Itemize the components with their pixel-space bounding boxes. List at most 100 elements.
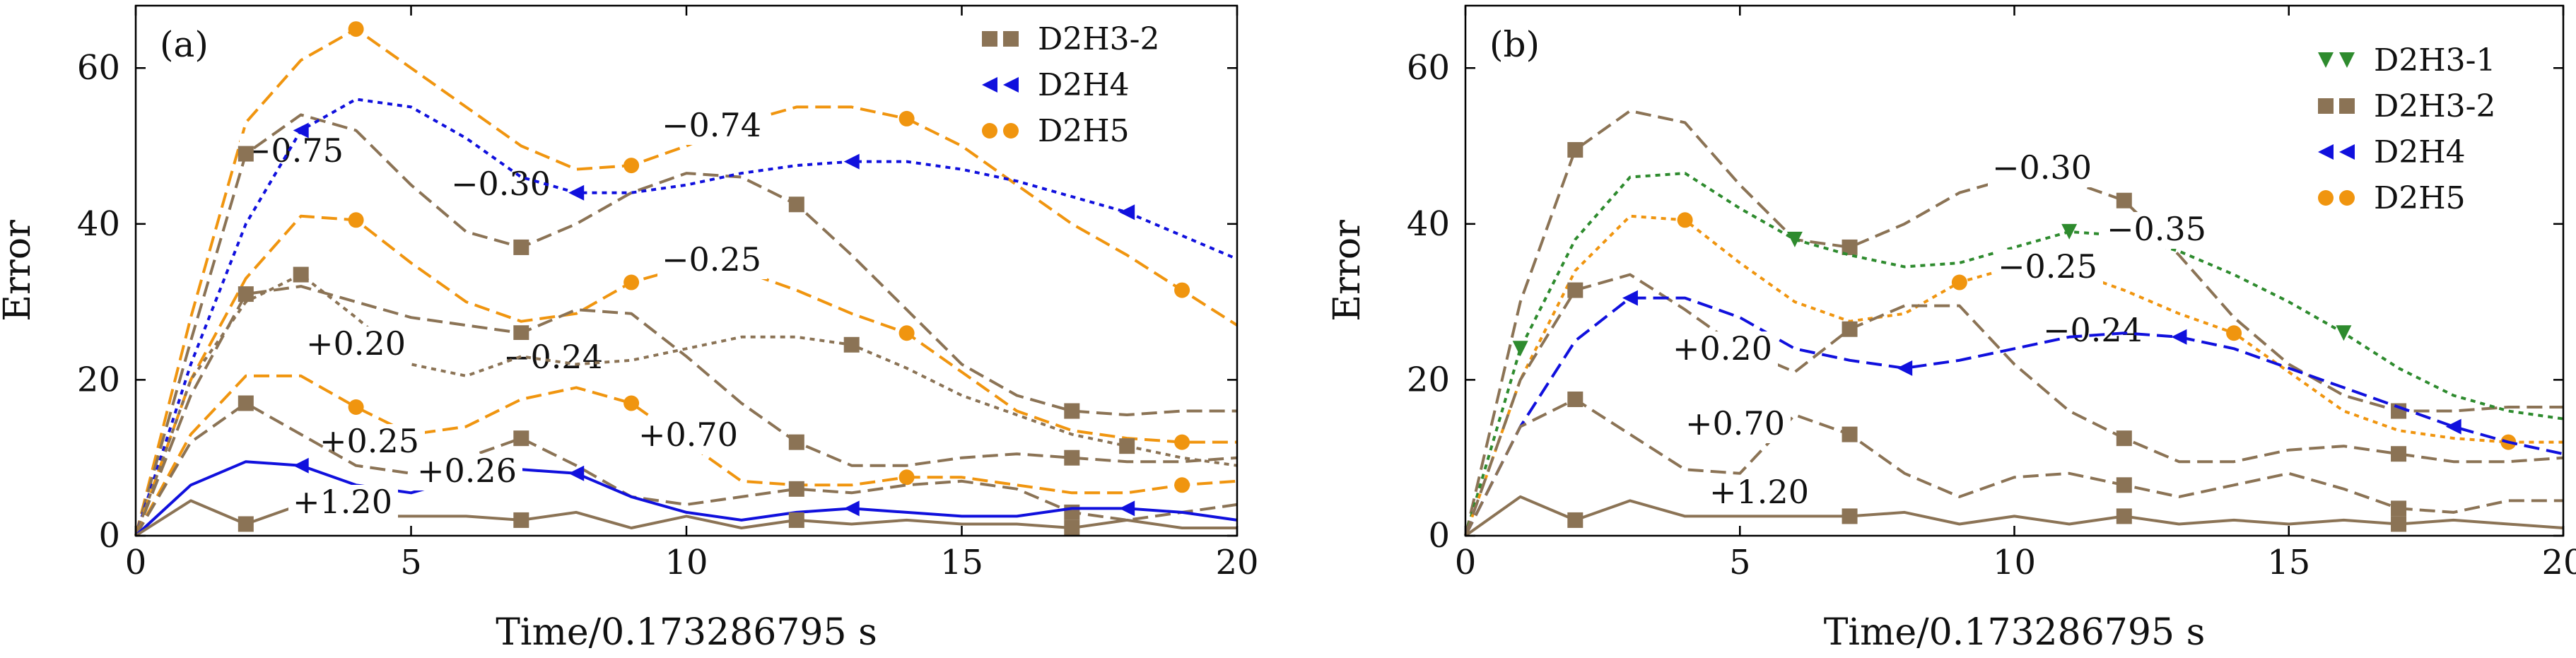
annotation-background (2102, 212, 2212, 249)
series-d2h3-2: +0.70 (134, 395, 1238, 537)
legend-label: D2H3-2 (2374, 88, 2496, 124)
x-tick-label: 20 (2541, 543, 2576, 582)
y-tick-label: 20 (77, 360, 120, 399)
data-point (2391, 500, 2407, 517)
data-point (1512, 341, 1528, 357)
series-line (134, 273, 1238, 536)
x-tick-label: 0 (1455, 543, 1477, 582)
annotation-background (657, 242, 767, 279)
series-annotation: +0.26 (417, 452, 517, 490)
data-point (1951, 274, 1967, 290)
data-point (293, 122, 309, 139)
series-d2h4: +0.20 (1464, 290, 2564, 536)
y-tick-label: 0 (98, 516, 120, 556)
data-point (2116, 430, 2132, 447)
data-point (348, 399, 364, 416)
x-tick-label: 20 (1215, 543, 1258, 582)
data-point (513, 325, 529, 341)
series-annotation: −0.25 (1998, 247, 2097, 286)
series-line (134, 98, 1238, 536)
data-point (293, 266, 309, 283)
x-tick-label: 15 (940, 543, 983, 582)
panel-label: (a) (160, 24, 209, 65)
series-annotation: +0.20 (1673, 329, 1772, 368)
data-point (513, 239, 529, 255)
data-point (1567, 391, 1583, 407)
annotation-background (2039, 313, 2148, 350)
legend-label: D2H5 (1038, 113, 1130, 149)
series-line (134, 113, 1237, 536)
annotation-background (447, 167, 556, 204)
panel-a: −0.75−0.30−0.74−0.25−0.24+0.20+0.25 +0.70… (0, 4, 1259, 654)
series-d2h3-2: −0.30 (134, 113, 1237, 536)
y-tick-label: 40 (77, 204, 120, 244)
data-point (348, 21, 364, 37)
annotation-background (413, 454, 522, 490)
series-annotation: −0.75 (244, 131, 344, 170)
series-d2h3-2: +0.70 (1464, 391, 2563, 536)
data-point (1842, 321, 1858, 337)
series-d2h5: −0.25 (1464, 212, 2563, 536)
annotation-background (302, 327, 411, 363)
series-line (134, 460, 1238, 537)
data-point (2391, 403, 2407, 419)
series-line (1464, 172, 2564, 536)
annotation-background (1681, 406, 1791, 443)
panel-label: (b) (1489, 24, 1540, 65)
data-point (1174, 282, 1190, 298)
legend-label: D2H4 (1038, 67, 1130, 103)
series-d2h3-2: +0.20 (134, 266, 1238, 536)
panel-b: −0.30 −0.35 −0.25 −0.24 +0.20 +0.70 +1.20 0 5 10 1… (1326, 4, 2576, 654)
series-d2h3-2: +1.20 (134, 483, 1237, 537)
series-d2h3-2: −0.24 (1464, 273, 2564, 536)
data-point (898, 110, 915, 127)
y-tick-label: 40 (1407, 204, 1450, 244)
data-point (623, 395, 640, 411)
data-point (788, 512, 804, 528)
series-annotation: −0.30 (1992, 148, 2092, 187)
x-tick-label: 10 (1993, 543, 2036, 582)
series-annotation: +0.70 (1685, 404, 1785, 442)
legend-marker (1003, 123, 1019, 139)
annotation-background (1705, 475, 1815, 512)
y-tick-label: 20 (1407, 360, 1450, 399)
annotation-background (1988, 151, 2097, 187)
legend: D2H3-1 D2H3-2 D2H4 D2H5 (2318, 42, 2496, 216)
data-point (1897, 360, 1913, 376)
series-d2h4: −0.74 (134, 98, 1238, 536)
data-point (238, 395, 254, 411)
annotation-background (288, 485, 398, 522)
data-point (1786, 231, 1803, 247)
data-point (623, 158, 640, 174)
data-point (1064, 504, 1080, 520)
data-point (513, 430, 529, 447)
series-annotation: −0.30 (451, 165, 551, 203)
data-point (1567, 282, 1583, 298)
data-point (348, 212, 364, 228)
annotation-background (657, 108, 767, 145)
data-point (1622, 290, 1638, 306)
legend-marker (2318, 144, 2334, 160)
legend-marker (2339, 52, 2355, 68)
data-point (1567, 142, 1583, 158)
series-line (134, 28, 1239, 536)
series-line (134, 285, 1238, 536)
data-point (788, 481, 804, 497)
data-point (1064, 519, 1080, 536)
legend-marker (2339, 190, 2355, 206)
data-point (1119, 438, 1135, 454)
series-line (1464, 398, 2563, 536)
legend-label: D2H3-2 (1038, 21, 1160, 57)
data-point (623, 274, 640, 290)
data-point (843, 336, 860, 353)
data-point (238, 146, 254, 162)
series-line (134, 401, 1238, 537)
series-line (134, 374, 1238, 536)
series-annotation: −0.74 (662, 106, 761, 144)
annotation-background (1668, 331, 1778, 368)
y-axis-label: Error (0, 220, 39, 322)
legend-label: D2H5 (2374, 180, 2466, 216)
series-line (1464, 109, 2563, 536)
series-line (1464, 495, 2564, 537)
data-point (2391, 516, 2407, 532)
